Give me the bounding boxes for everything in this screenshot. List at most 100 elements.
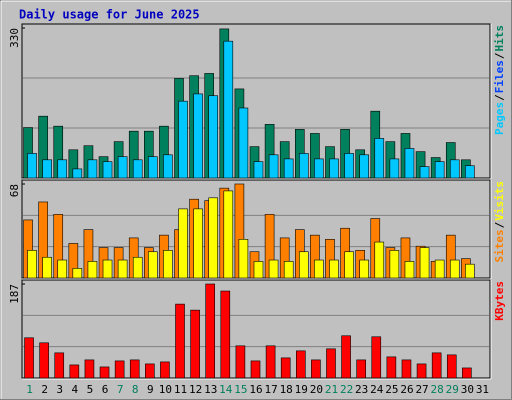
bar: [178, 208, 188, 279]
x-tick-label: 11: [174, 383, 187, 396]
bar: [283, 158, 294, 179]
bar: [205, 283, 216, 379]
bar: [374, 138, 385, 179]
x-tick-label: 30: [461, 383, 474, 396]
x-tick-label: 21: [325, 383, 338, 396]
bar: [419, 166, 430, 179]
bar: [250, 360, 261, 379]
bar: [465, 263, 475, 279]
x-tick-label: 9: [147, 383, 154, 396]
bar: [114, 360, 125, 379]
x-tick-label: 27: [415, 383, 428, 396]
bar: [39, 342, 49, 379]
bar: [27, 250, 37, 279]
x-tick-label: 10: [159, 383, 172, 396]
bar: [238, 107, 249, 179]
y-max-label: 330: [8, 28, 21, 48]
bar: [416, 363, 427, 379]
x-tick-label: 1: [26, 383, 33, 396]
bar: [145, 363, 155, 379]
bar: [190, 309, 200, 379]
legend-entry: KBytes: [493, 281, 506, 321]
bar: [148, 251, 158, 279]
bar: [434, 259, 445, 279]
bar: [57, 259, 68, 279]
x-tick-label: 20: [310, 383, 323, 396]
bar: [175, 303, 185, 379]
legend-separator: /: [493, 221, 506, 228]
bar: [84, 359, 95, 379]
bar: [314, 158, 324, 179]
bar: [298, 153, 309, 179]
x-tick-label: 5: [87, 383, 94, 396]
legend-entry: Visits: [493, 181, 506, 221]
bar: [341, 335, 351, 379]
x-tick-label: 17: [264, 383, 277, 396]
bar: [148, 156, 158, 179]
bar: [238, 238, 249, 279]
bar: [344, 251, 354, 279]
x-tick-label: 15: [234, 383, 247, 396]
bar: [449, 159, 460, 179]
bar: [404, 148, 415, 179]
bar: [314, 259, 324, 279]
x-tick-label: 14: [219, 383, 233, 396]
bar: [283, 261, 294, 279]
bar: [344, 153, 354, 179]
bar: [57, 159, 68, 179]
bar: [389, 158, 400, 179]
x-tick-label: 6: [102, 383, 109, 396]
bar: [132, 256, 143, 279]
legend: KBytes: [493, 281, 506, 321]
bar: [87, 159, 98, 179]
x-tick-label: 22: [340, 383, 353, 396]
bar: [163, 250, 173, 279]
x-tick-label: 29: [446, 383, 459, 396]
bar: [280, 357, 291, 379]
bar: [371, 336, 382, 379]
legend-entry: Pages: [493, 102, 506, 135]
bar: [329, 158, 339, 179]
x-tick-label: 19: [295, 383, 308, 396]
x-tick-label: 16: [249, 383, 262, 396]
bar: [465, 165, 475, 179]
x-tick-label: 2: [41, 383, 48, 396]
bar: [129, 359, 140, 379]
legend-separator: /: [493, 52, 506, 59]
x-tick-label: 18: [280, 383, 293, 396]
bar: [311, 359, 321, 379]
bar: [163, 154, 173, 179]
bar: [401, 359, 412, 379]
bar: [132, 159, 143, 179]
bar: [359, 259, 369, 279]
legend-entry: Sites: [493, 229, 506, 262]
bar: [193, 208, 203, 279]
bar: [102, 259, 113, 279]
x-tick-label: 25: [385, 383, 398, 396]
bar: [54, 352, 65, 379]
bar: [102, 161, 113, 179]
bar: [24, 337, 34, 379]
chart-title: Daily usage for June 2025: [19, 8, 200, 22]
bar: [99, 366, 110, 379]
bar: [87, 261, 98, 279]
bar: [208, 95, 219, 179]
bar: [389, 250, 400, 279]
bar: [298, 251, 309, 279]
bar: [223, 190, 234, 279]
bar: [72, 168, 83, 179]
x-tick-label: 3: [56, 383, 63, 396]
legend-entry: Hits: [493, 25, 506, 52]
bar: [253, 261, 264, 279]
bar: [374, 241, 385, 279]
legend: Pages/Files/Hits: [493, 25, 506, 135]
bar: [253, 161, 264, 179]
x-tick-label: 31: [476, 383, 489, 396]
bar: [178, 100, 188, 179]
x-tick-label: 24: [370, 383, 384, 396]
x-tick-label: 26: [400, 383, 413, 396]
x-tick-label: 8: [132, 383, 139, 396]
x-tick-label: 12: [189, 383, 202, 396]
